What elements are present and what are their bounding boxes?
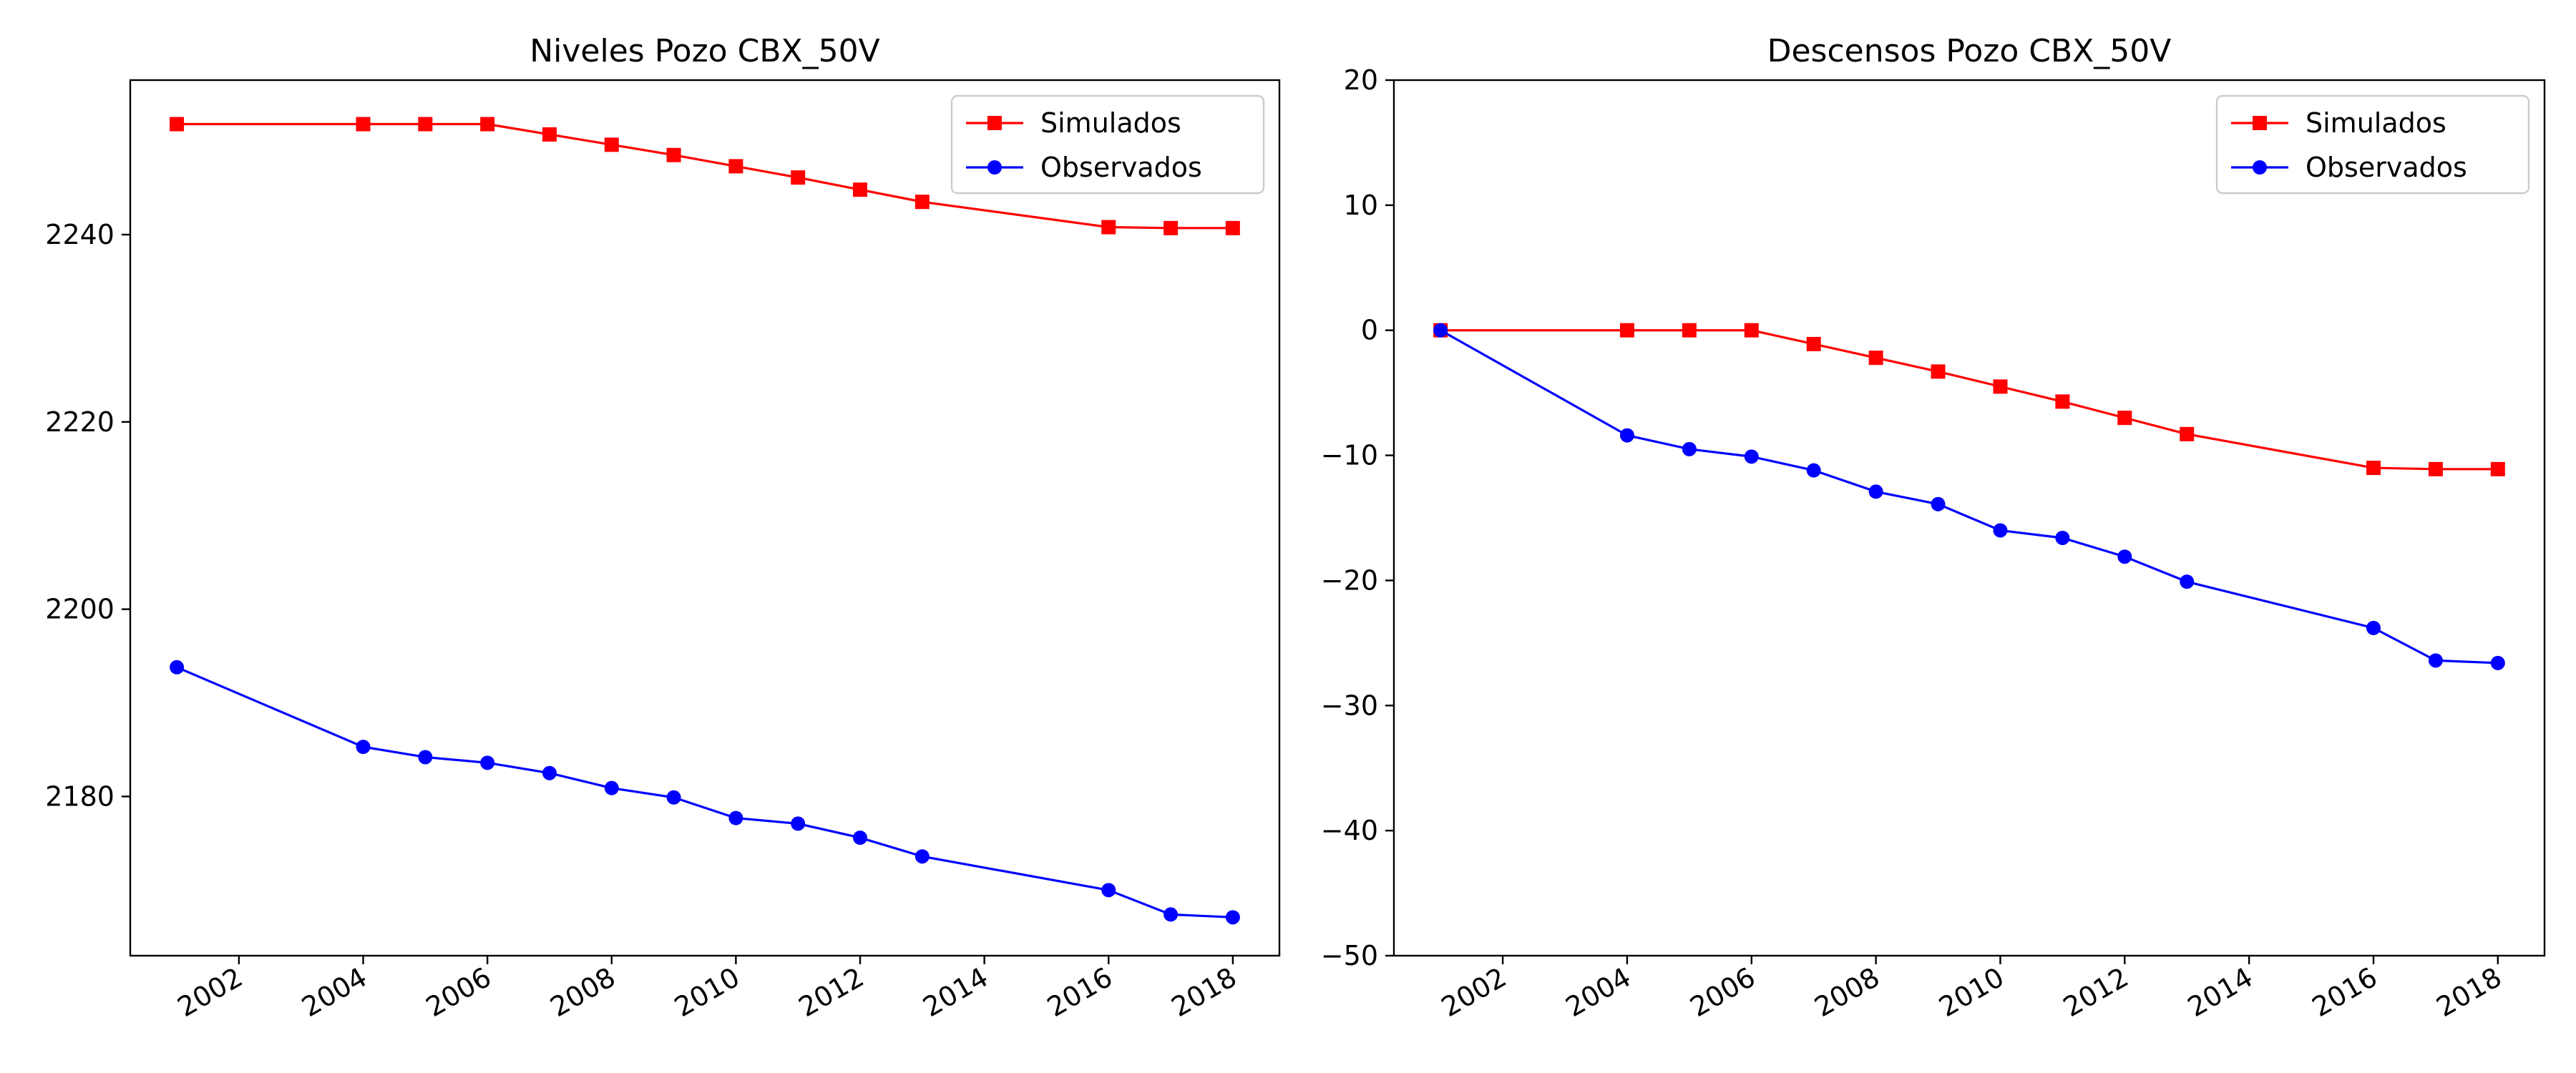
data-point-observados <box>1682 441 1697 456</box>
data-point-simulados <box>853 182 868 197</box>
data-point-simulados <box>1619 323 1634 338</box>
legend-box <box>2215 94 2530 195</box>
legend-marker-observados <box>2253 160 2267 175</box>
data-point-observados <box>170 660 185 675</box>
data-point-simulados <box>728 159 743 174</box>
data-point-simulados <box>1806 336 1821 351</box>
data-point-simulados <box>170 117 185 132</box>
data-point-simulados <box>914 195 930 210</box>
data-point-observados <box>791 816 806 831</box>
data-point-simulados <box>2117 411 2132 426</box>
data-point-observados <box>1163 907 1179 922</box>
data-point-observados <box>542 765 557 780</box>
data-point-simulados <box>1744 323 1759 338</box>
data-point-observados <box>418 750 433 765</box>
data-point-observados <box>1993 523 2008 538</box>
legend-marker-simulados <box>2253 116 2267 130</box>
legend-marker-simulados <box>987 116 1002 130</box>
data-point-observados <box>2366 620 2381 635</box>
y-tick-label: 0 <box>1361 315 1378 346</box>
y-tick-label: 2240 <box>45 219 114 250</box>
data-point-observados <box>1744 449 1759 464</box>
y-tick-label: −30 <box>1321 690 1378 721</box>
legend-marker-observados <box>987 160 1002 175</box>
data-point-simulados <box>1868 351 1883 366</box>
y-tick-label: −10 <box>1321 440 1378 471</box>
y-tick-label: −20 <box>1321 564 1378 596</box>
legend-label-simulados: Simulados <box>2306 107 2446 139</box>
data-point-observados <box>1868 484 1883 499</box>
data-point-simulados <box>1163 220 1179 235</box>
y-tick-label: −50 <box>1321 940 1378 971</box>
data-point-simulados <box>2055 394 2070 409</box>
data-point-observados <box>853 831 868 846</box>
y-tick-label: 20 <box>1344 64 1378 96</box>
chart-title: Niveles Pozo CBX_50V <box>530 33 879 69</box>
data-point-observados <box>1433 323 1448 338</box>
data-point-simulados <box>2490 461 2505 476</box>
data-point-observados <box>2055 530 2070 545</box>
plot-frame <box>1392 79 2546 957</box>
legend-box <box>950 94 1265 195</box>
legend: Simulados Observados <box>950 94 1265 195</box>
legend-label-observados: Observados <box>2306 152 2467 183</box>
legend-label-simulados: Simulados <box>1040 107 1181 139</box>
series-line-observados <box>1440 329 2498 665</box>
y-tick-label: 2200 <box>45 594 114 625</box>
legend-label-observados: Observados <box>1040 152 1202 183</box>
data-point-observados <box>728 810 743 825</box>
series-line-observados <box>176 666 1233 918</box>
data-point-observados <box>1101 883 1116 898</box>
data-point-observados <box>356 740 371 755</box>
data-point-observados <box>2117 549 2132 564</box>
data-point-observados <box>1931 496 1946 511</box>
y-tick-label: 2220 <box>45 406 114 438</box>
data-point-simulados <box>480 117 495 132</box>
data-point-observados <box>1225 910 1240 925</box>
data-point-simulados <box>2180 426 2195 441</box>
legend: Simulados Observados <box>2215 94 2530 195</box>
data-point-simulados <box>1993 379 2008 394</box>
data-point-simulados <box>604 137 619 152</box>
y-tick-label: 2180 <box>45 780 114 812</box>
data-point-observados <box>914 849 930 864</box>
data-point-observados <box>666 790 681 805</box>
chart-title: Descensos Pozo CBX_50V <box>1767 33 2172 69</box>
data-point-simulados <box>542 127 557 142</box>
data-point-observados <box>480 755 495 770</box>
data-point-observados <box>604 780 619 795</box>
data-point-observados <box>2490 655 2505 670</box>
data-point-simulados <box>2428 461 2443 476</box>
data-point-simulados <box>1101 220 1116 235</box>
plot-frame <box>129 79 1281 957</box>
data-point-observados <box>1806 463 1821 478</box>
y-tick-label: −40 <box>1321 815 1378 846</box>
series-line-simulados <box>1440 329 2498 471</box>
data-point-simulados <box>791 170 806 185</box>
y-tick-label: 10 <box>1344 190 1378 221</box>
data-point-simulados <box>1682 323 1697 338</box>
data-point-simulados <box>1931 364 1946 379</box>
data-point-simulados <box>2366 461 2381 476</box>
data-point-observados <box>2180 574 2195 589</box>
data-point-simulados <box>1225 220 1240 235</box>
data-point-simulados <box>666 147 681 162</box>
series-line-simulados <box>177 122 1233 230</box>
data-point-observados <box>1619 428 1634 443</box>
data-point-simulados <box>356 117 371 132</box>
data-point-observados <box>2428 653 2443 668</box>
data-point-simulados <box>418 117 433 132</box>
